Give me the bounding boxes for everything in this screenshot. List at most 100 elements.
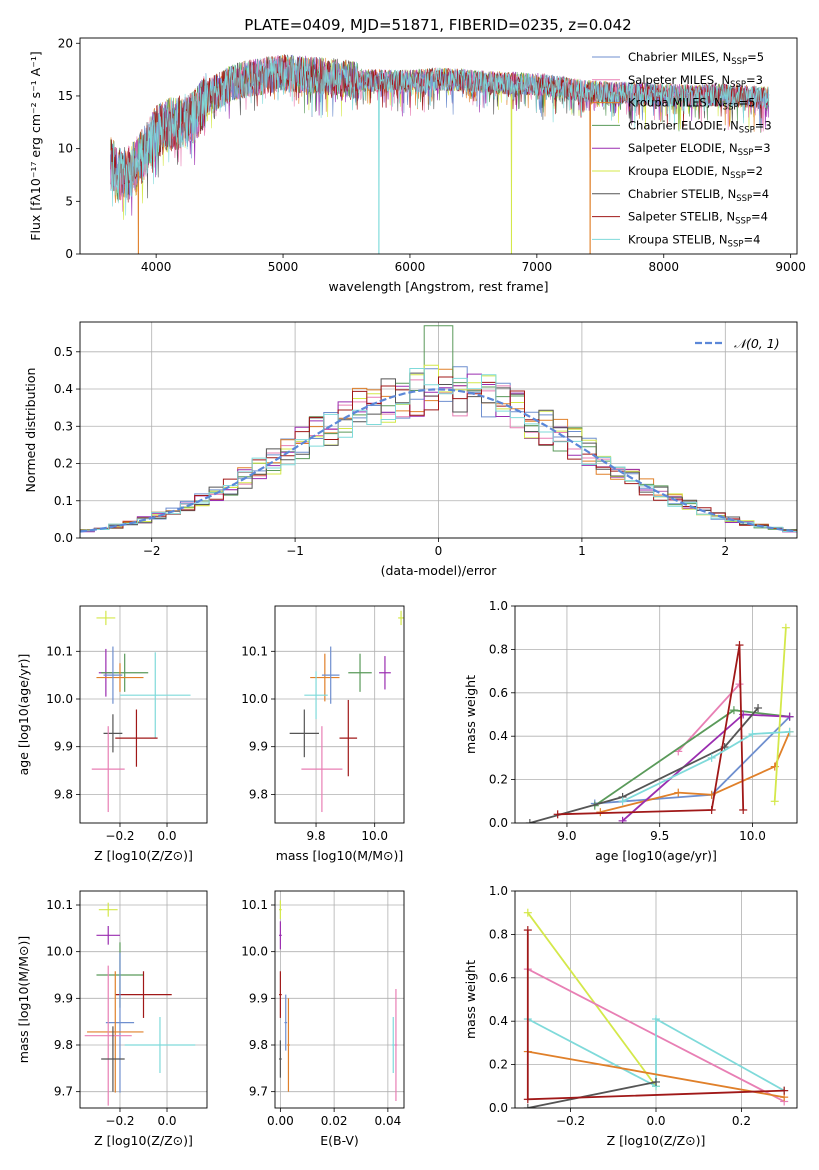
- legend-entry: Chabrier STELIB, NSSP=4: [628, 187, 769, 204]
- y-tick-label: 9.9: [54, 991, 73, 1005]
- axes-frame: [79, 321, 798, 539]
- x-tick-label: 0.0: [157, 1114, 176, 1128]
- y-tick-label: 9.7: [54, 1085, 73, 1099]
- y-tick-label: 9.8: [249, 1038, 268, 1052]
- x-tick-label: 5000: [268, 260, 299, 274]
- weight-line-salpeter-elodie: [622, 713, 790, 822]
- x-tick-label: 4000: [141, 260, 172, 274]
- y-tick-label: 0.0: [54, 531, 73, 545]
- y-tick-label: 0.0: [489, 816, 508, 830]
- mass-weight-vs-Z-plot-area: [523, 908, 789, 1108]
- y-axis-label: mass [log10(M/M⊙)]: [16, 936, 31, 1064]
- y-tick-label: 5: [65, 194, 73, 208]
- weight-line-salpeter-miles: [677, 683, 741, 753]
- weight-line-kroupa-elodie: [773, 627, 787, 802]
- axes-frame: [79, 890, 208, 1109]
- mass-vs-Z-plot-area: [84, 902, 196, 1106]
- x-tick-label: 0: [435, 544, 443, 558]
- x-axis-label: Z [log10(Z/Z⊙)]: [94, 848, 193, 863]
- x-axis-label: mass [log10(M/M⊙)]: [276, 848, 404, 863]
- y-tick-label: 9.7: [249, 1085, 268, 1099]
- mass-weight-vs-Z-axes: −0.2 0.0 0.2 0.0 0.2 0.4 0.6 0.8 1.0 Z [log10(Z/Z…: [463, 884, 798, 1148]
- y-tick-label: 0.2: [489, 773, 508, 787]
- y-tick-label: 9.9: [249, 991, 268, 1005]
- x-tick-label: 0.00: [267, 1114, 294, 1128]
- x-tick-label: −2: [143, 544, 161, 558]
- axes-frame: [274, 605, 405, 824]
- y-tick-label: 9.9: [54, 740, 73, 754]
- legend-entry: Kroupa STELIB, NSSP=4: [628, 232, 760, 249]
- age-vs-mass-axes: 9.8 10.0 9.8 9.9 10.0 10.1 mass [log10(M/M⊙)]: [241, 605, 405, 863]
- y-tick-label: 10.1: [241, 644, 268, 658]
- histogram-kroupa-stelib: [80, 368, 797, 538]
- age-vs-Z-plot-area: [91, 610, 191, 813]
- weight-line-chabrier-stelib: [527, 1081, 657, 1108]
- spectrum-plot-area: [110, 54, 770, 254]
- residuals-axes: −2 −1 0 1 2 0.0 0.1 0.2 0.3 0.4 0.5 (data-model)/er…: [23, 321, 798, 578]
- x-tick-label: 10.0: [739, 829, 766, 843]
- legend-entry: Salpeter ELODIE, NSSP=3: [628, 141, 771, 158]
- y-axis-label: age [log10(age/yr)]: [16, 654, 31, 776]
- x-tick-label: 9.0: [557, 829, 576, 843]
- x-tick-label: −1: [286, 544, 304, 558]
- age-vs-mass-plot-area: [289, 610, 404, 813]
- x-axis-label: wavelength [Angstrom, rest frame]: [328, 279, 548, 294]
- y-tick-label: 20: [58, 36, 73, 50]
- y-tick-label: 9.8: [54, 1038, 73, 1052]
- x-tick-label: 0.04: [375, 1114, 402, 1128]
- x-tick-label: 10.0: [361, 829, 388, 843]
- x-tick-label: 9.8: [306, 829, 325, 843]
- legend-entry: Salpeter MILES, NSSP=3: [628, 73, 763, 90]
- legend-entry: Salpeter STELIB, NSSP=4: [628, 210, 768, 227]
- x-tick-label: 9.5: [650, 829, 669, 843]
- y-axis-label: Normed distribution: [23, 368, 38, 493]
- mass-vs-ebv-axes: 0.00 0.02 0.04 9.7 9.8 9.9 10.0 10.1 E(B-V): [241, 890, 405, 1148]
- y-tick-label: 0.6: [489, 971, 508, 985]
- x-tick-label: 1: [578, 544, 586, 558]
- mass-vs-ebv-plot-area: [279, 900, 398, 1101]
- x-axis-label: E(B-V): [320, 1133, 359, 1148]
- y-tick-label: 0.0: [489, 1101, 508, 1115]
- y-tick-label: 0.8: [489, 927, 508, 941]
- x-tick-label: 6000: [395, 260, 426, 274]
- y-tick-label: 0.1: [54, 494, 73, 508]
- y-tick-label: 10.0: [241, 945, 268, 959]
- x-tick-label: 7000: [522, 260, 553, 274]
- y-tick-label: 9.8: [54, 787, 73, 801]
- y-tick-label: 9.8: [249, 787, 268, 801]
- legend-entry: Chabrier MILES, NSSP=5: [628, 50, 764, 67]
- x-tick-label: 0.0: [646, 1114, 665, 1128]
- y-tick-label: 10.1: [46, 644, 73, 658]
- mass-weight-vs-age-axes: 9.0 9.5 10.0 0.0 0.2 0.4 0.6 0.8 1.0 age [log10(a…: [463, 599, 798, 863]
- y-tick-label: 10.0: [46, 692, 73, 706]
- spectrum-line-kroupa-stelib: [110, 54, 770, 254]
- y-tick-label: 0.4: [54, 382, 73, 396]
- y-axis-label: Flux [fλ10⁻¹⁷ erg cm⁻² s⁻¹ A⁻¹]: [28, 51, 43, 240]
- y-tick-label: 10.0: [46, 945, 73, 959]
- y-tick-label: 9.9: [249, 740, 268, 754]
- y-tick-label: 0: [65, 247, 73, 261]
- axes-frame: [79, 605, 208, 824]
- y-tick-label: 0.2: [54, 457, 73, 471]
- weight-line-kroupa-elodie: [527, 912, 657, 1087]
- axes-frame: [274, 890, 405, 1109]
- y-tick-label: 0.2: [489, 1058, 508, 1072]
- x-axis-label: (data-model)/error: [381, 563, 498, 578]
- x-axis-label: age [log10(age/yr)]: [595, 848, 717, 863]
- x-tick-label: −0.2: [105, 1114, 134, 1128]
- x-tick-label: −0.2: [556, 1114, 585, 1128]
- spectrum-axes: 4000 5000 6000 7000 8000 9000 0 5 10 15 20 waveleng…: [28, 36, 806, 294]
- x-axis-label: Z [log10(Z/Z⊙)]: [94, 1133, 193, 1148]
- figure-title: PLATE=0409, MJD=51871, FIBERID=0235, z=0…: [244, 16, 631, 34]
- age-vs-Z-axes: −0.2 0.0 9.8 9.9 10.0 10.1 Z [log10(Z/Z⊙)] age …: [16, 605, 208, 863]
- y-tick-label: 10.1: [241, 898, 268, 912]
- y-tick-label: 10.1: [46, 898, 73, 912]
- normal-legend-label: 𝒩(0, 1): [734, 336, 780, 351]
- legend-entry: Chabrier ELODIE, NSSP=3: [628, 118, 772, 135]
- weight-line-kroupa-stelib: [622, 731, 790, 803]
- x-tick-label: 0.0: [157, 829, 176, 843]
- plots-layer: 4000 5000 6000 7000 8000 900005101520waveleng…: [16, 36, 806, 1148]
- y-tick-label: 1.0: [489, 884, 508, 898]
- residuals-plot-area: [80, 325, 797, 538]
